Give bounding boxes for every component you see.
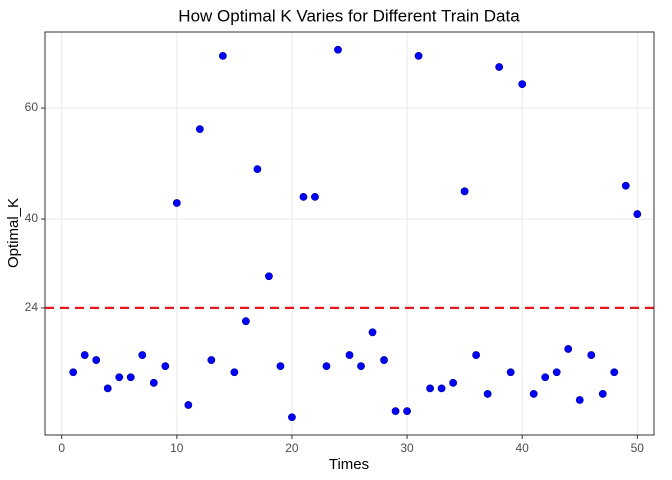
point [299,192,308,201]
point [126,373,135,382]
point [380,356,388,364]
point [449,378,458,387]
point [437,384,446,393]
point [207,356,216,364]
point [357,362,365,371]
point [161,362,170,371]
point [80,351,89,359]
point [518,80,527,89]
point [334,45,342,54]
point [483,390,492,398]
point [552,368,561,377]
point [621,181,630,190]
y-tick-label: 40 [25,211,39,225]
point [495,63,504,71]
point [149,378,158,387]
chart-title: How Optimal K Varies for Different Train… [178,6,520,25]
point [322,362,331,371]
point [253,165,262,174]
point [564,345,573,353]
y-axis-title: Optimal_K [5,198,22,268]
point [610,368,619,377]
point [541,373,550,382]
point [172,199,181,207]
x-axis-title: Times [329,456,369,473]
x-tick-label: 40 [516,441,530,455]
point [230,368,239,377]
point [103,384,112,393]
x-tick-label: 30 [400,441,414,455]
point [115,373,124,382]
point [403,407,411,416]
y-tick-label: 60 [25,100,39,114]
point [506,368,515,377]
point [529,390,538,398]
point [241,317,250,326]
point [92,356,101,364]
x-tick-label: 50 [631,441,645,455]
point [265,272,273,281]
point [276,362,285,371]
point [311,192,319,201]
x-tick-label: 20 [285,441,299,455]
point [426,384,434,393]
point [195,125,204,134]
point [368,328,377,337]
panel-border [44,31,655,436]
point [288,413,296,422]
point [391,407,400,416]
point [69,368,78,377]
point [633,210,642,218]
point [472,351,481,359]
x-tick-label: 0 [58,441,65,455]
y-tick-label: 24 [25,300,39,314]
point [414,51,423,60]
point [184,401,193,409]
x-tick-label: 10 [170,441,184,455]
point [138,351,147,359]
point [598,390,607,398]
point [460,187,469,196]
point [575,396,584,404]
point [587,351,596,359]
point [345,351,354,359]
point [218,51,227,60]
